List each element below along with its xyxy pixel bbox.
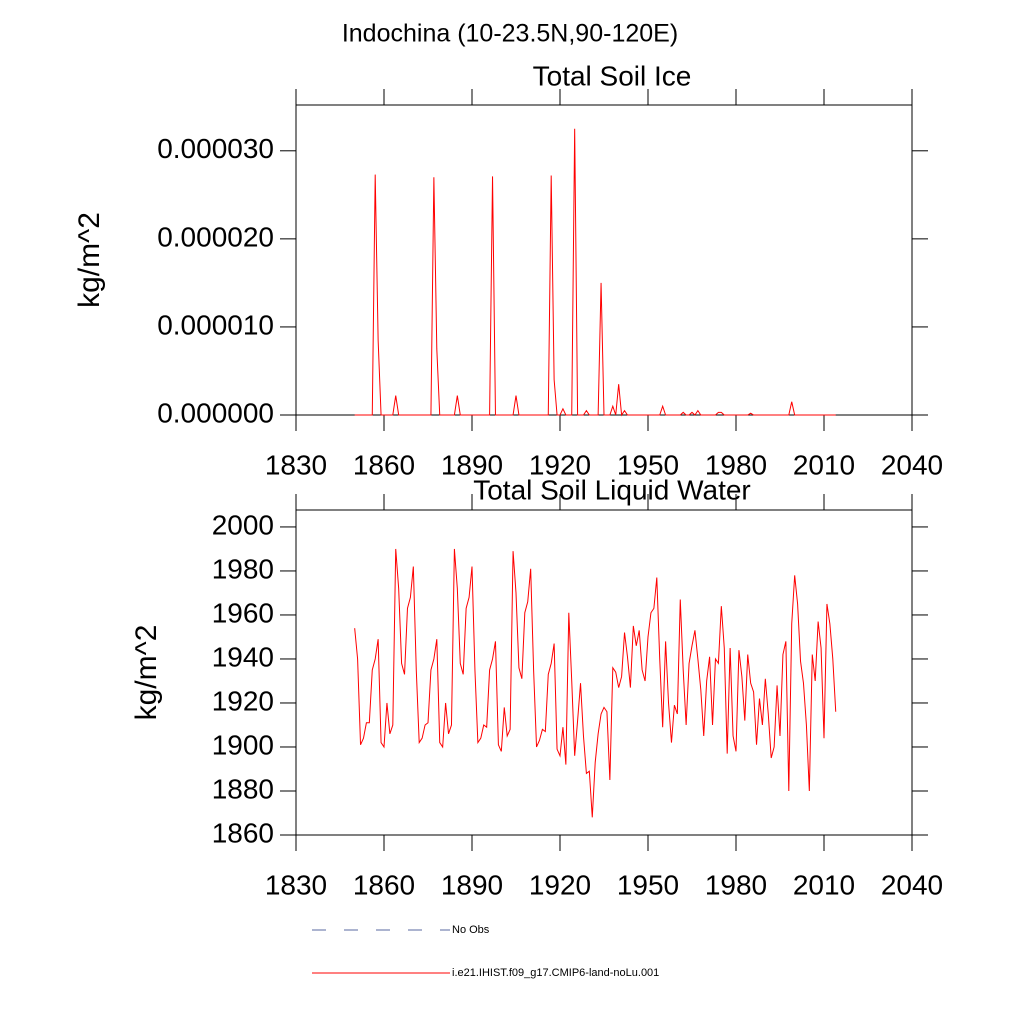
x-tick-label: 1920 (529, 449, 591, 480)
x-tick-label: 1980 (705, 869, 767, 900)
y-tick-label: 0.000030 (157, 133, 274, 164)
chart-title: Total Soil Ice (533, 60, 692, 91)
y-tick-label: 1920 (212, 685, 274, 716)
x-tick-label: 1950 (617, 449, 679, 480)
x-tick-label: 1860 (353, 449, 415, 480)
x-tick-label: 2040 (881, 449, 943, 480)
figure-title: Indochina (10-23.5N,90-120E) (342, 20, 678, 48)
y-tick-label: 0.000010 (157, 309, 274, 340)
y-tick-label: 1860 (212, 817, 274, 848)
x-tick-label: 1830 (265, 449, 327, 480)
x-tick-label: 1920 (529, 869, 591, 900)
y-tick-label: 1980 (212, 553, 274, 584)
y-tick-label: 1940 (212, 641, 274, 672)
plot-frame (295, 509, 913, 836)
y-axis-label: kg/m^2 (130, 625, 163, 721)
legend-label: i.e21.IHIST.f09_g17.CMIP6-land-noLu.001 (452, 967, 659, 979)
legend-label: No Obs (452, 924, 490, 936)
y-tick-label: 1900 (212, 729, 274, 760)
x-tick-label: 2010 (793, 449, 855, 480)
data-line (354, 128, 836, 417)
x-tick-label: 1890 (441, 869, 503, 900)
x-tick-label: 1860 (353, 869, 415, 900)
x-tick-label: 1980 (705, 449, 767, 480)
y-axis-label: kg/m^2 (73, 212, 106, 308)
data-line (354, 548, 837, 818)
x-tick-label: 1950 (617, 869, 679, 900)
x-tick-label: 2040 (881, 869, 943, 900)
y-tick-label: 2000 (212, 509, 274, 540)
y-tick-label: 0.000000 (157, 397, 274, 428)
chart-title: Total Soil Liquid Water (473, 474, 751, 505)
y-tick-label: 1880 (212, 773, 274, 804)
y-tick-label: 1960 (212, 597, 274, 628)
x-tick-label: 2010 (793, 869, 855, 900)
x-tick-label: 1830 (265, 869, 327, 900)
y-tick-label: 0.000020 (157, 221, 274, 252)
plot-frame (295, 104, 913, 416)
x-tick-label: 1890 (441, 449, 503, 480)
